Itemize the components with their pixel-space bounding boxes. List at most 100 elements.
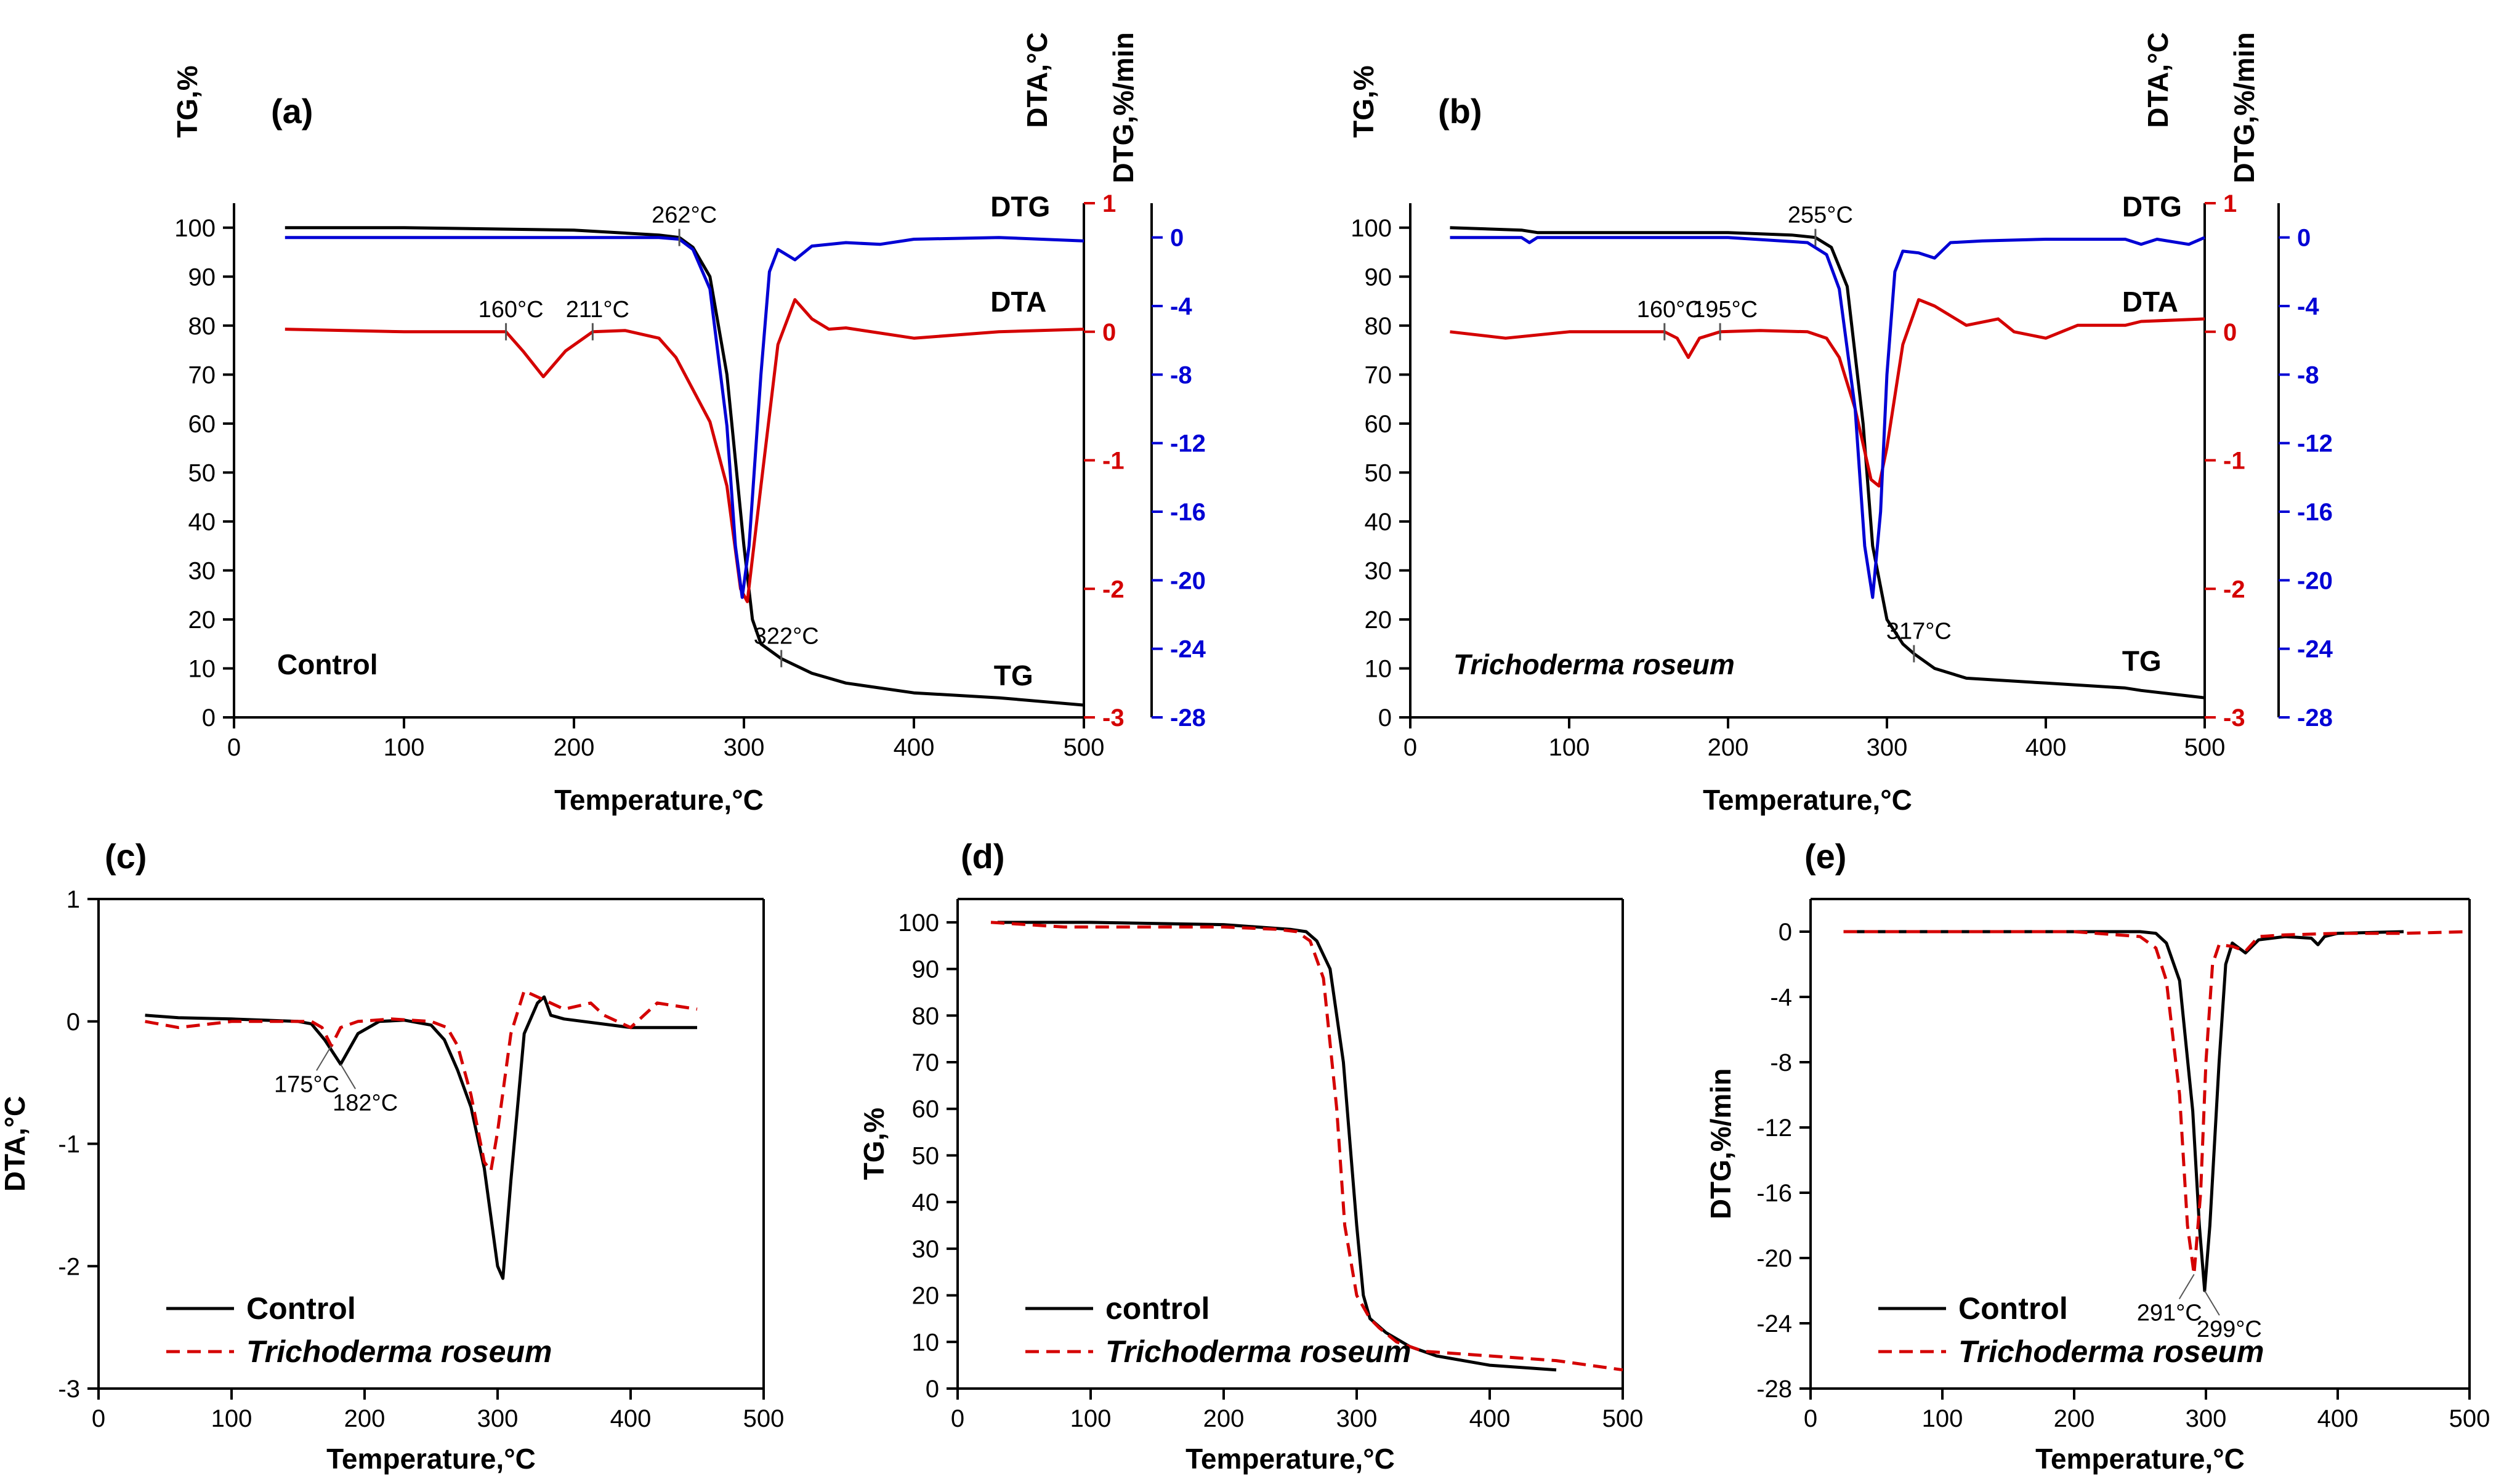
x-tick-label: 400 (2317, 1405, 2359, 1432)
y-tick-label: -24 (1756, 1310, 1792, 1337)
x-tick-label: 500 (2449, 1405, 2490, 1432)
y-tick-label: 40 (912, 1189, 940, 1216)
annotation-label: 175°C (274, 1072, 339, 1098)
annotation-label: 255°C (1788, 203, 1853, 228)
x-tick-label: 200 (2054, 1405, 2095, 1432)
sample-label: Trichoderma roseum (1453, 648, 1735, 680)
tg-tick-label: 90 (188, 264, 216, 291)
series-tg-line (285, 226, 1084, 707)
dta-tick-label: -3 (2223, 704, 2245, 732)
series-dtg-line (285, 236, 1084, 599)
dtg-tick-label: -12 (2297, 430, 2333, 458)
tg-tick-label: 40 (188, 509, 216, 536)
dtg-tick-label: -16 (1170, 499, 1206, 526)
annotation-label: 299°C (2197, 1317, 2262, 1342)
x-axis-title: Temperature,°C (326, 1443, 536, 1475)
dtg-tick-label: -8 (2297, 361, 2319, 389)
tg-tick-label: 100 (174, 215, 216, 242)
legend-label: control (1105, 1291, 1210, 1326)
panel-label: (c) (105, 837, 147, 876)
series-trichoderma-roseum-line (1843, 930, 2470, 1276)
dta-tick-label: -2 (2223, 576, 2245, 603)
x-axis-title: Temperature,°C (1703, 784, 1912, 816)
x-tick-label: 0 (951, 1405, 964, 1432)
x-tick-label: 200 (1203, 1405, 1245, 1432)
annotation-leader (2178, 1273, 2195, 1300)
x-tick-label: 500 (1602, 1405, 1644, 1432)
y-axis-title: TG,% (858, 1108, 890, 1180)
dta-tick-label: -3 (1102, 704, 1125, 732)
series-label-dtg: DTG (990, 190, 1050, 222)
tg-tick-label: 60 (1365, 411, 1392, 438)
x-tick-label: 0 (92, 1405, 105, 1432)
x-tick-label: 500 (2184, 734, 2226, 761)
y-tick-label: 0 (926, 1376, 939, 1403)
x-tick-label: 400 (894, 734, 935, 761)
annotation-label: 262°C (652, 203, 717, 228)
x-tick-label: 100 (1070, 1405, 1112, 1432)
x-tick-label: 100 (211, 1405, 252, 1432)
panel-label: (d) (961, 837, 1005, 876)
x-axis-title: Temperature,°C (554, 784, 764, 816)
panel-b: (b)0 100 200 300 400 500Temperature,°C0102030… (1347, 32, 2333, 816)
x-tick-label: 300 (1867, 734, 1908, 761)
y-tick-label: 70 (912, 1049, 940, 1076)
dta-axis-title: DTA,°C (1021, 32, 1053, 128)
annotation-leader (2204, 1290, 2220, 1316)
tg-tick-label: 20 (1365, 607, 1392, 634)
series-label-dta: DTA (990, 286, 1046, 318)
series-control-line (145, 995, 697, 1280)
series-label-dtg: DTG (2122, 190, 2182, 222)
series-trichoderma-roseum-line (990, 921, 1623, 1372)
x-tick-label: 200 (554, 734, 595, 761)
tg-tick-label: 30 (1365, 557, 1392, 584)
y-tick-label: -12 (1756, 1115, 1792, 1142)
panel-label: (a) (271, 92, 313, 131)
series-label-dta: DTA (2122, 286, 2178, 318)
y-tick-label: -2 (58, 1253, 80, 1280)
y-tick-label: -28 (1756, 1376, 1792, 1403)
x-tick-label: 200 (344, 1405, 386, 1432)
dta-tick-label: 0 (2223, 319, 2237, 346)
tg-tick-label: 30 (188, 557, 216, 584)
annotation-label: 322°C (754, 624, 819, 650)
y-tick-label: 1 (67, 886, 80, 913)
panel-label: (b) (1438, 92, 1482, 131)
y-axis-title: DTA,°C (0, 1096, 31, 1192)
legend-label: Trichoderma roseum (246, 1334, 552, 1369)
panel-a: (a)0 100 200 300 400 500Temperature,°C0102030… (171, 32, 1206, 816)
y-tick-label: -4 (1770, 984, 1792, 1011)
dtg-tick-label: 0 (1170, 225, 1184, 252)
dtg-tick-label: -20 (1170, 567, 1206, 594)
dta-tick-label: -2 (1102, 576, 1125, 603)
x-axis-title: Temperature,°C (2035, 1443, 2245, 1475)
legend-label: Control (246, 1291, 356, 1326)
x-tick-label: 500 (1064, 734, 1105, 761)
y-tick-label: 10 (912, 1329, 940, 1356)
y-tick-label: 100 (898, 909, 939, 937)
tg-tick-label: 70 (1365, 361, 1392, 389)
panel-c: (c) 0 100 200 300 400 500 Temperature,°C -3 -2 -1 0… (0, 837, 784, 1475)
tg-tick-label: 0 (202, 704, 216, 732)
y-tick-label: -16 (1756, 1180, 1792, 1207)
annotation-label: 317°C (1886, 619, 1952, 645)
panel-d: (d) 0 100 200 300 400 500 Temperature,°C 0 10 20 30… (858, 837, 1643, 1475)
annotation-label: 211°C (566, 297, 629, 323)
series-dtg-line (1450, 236, 2205, 599)
tg-tick-label: 60 (188, 411, 216, 438)
series-dta-line (1450, 298, 2205, 488)
series-label-tg: TG (2122, 645, 2162, 677)
tg-tick-label: 70 (188, 361, 216, 389)
dtg-tick-label: -4 (1170, 293, 1192, 320)
y-tick-label: -8 (1770, 1049, 1792, 1076)
y-axis-title: DTG,%/min (1705, 1068, 1737, 1219)
y-tick-label: 90 (912, 956, 940, 983)
tg-axis-title: TG,% (1347, 65, 1379, 138)
series-control-line (1850, 930, 2404, 1292)
dta-tick-label: 1 (2223, 190, 2237, 217)
tg-tick-label: 80 (1365, 313, 1392, 340)
x-tick-label: 400 (610, 1405, 652, 1432)
x-tick-label: 400 (1469, 1405, 1511, 1432)
tg-tick-label: 0 (1378, 704, 1392, 732)
series-dta-line (285, 298, 1084, 603)
